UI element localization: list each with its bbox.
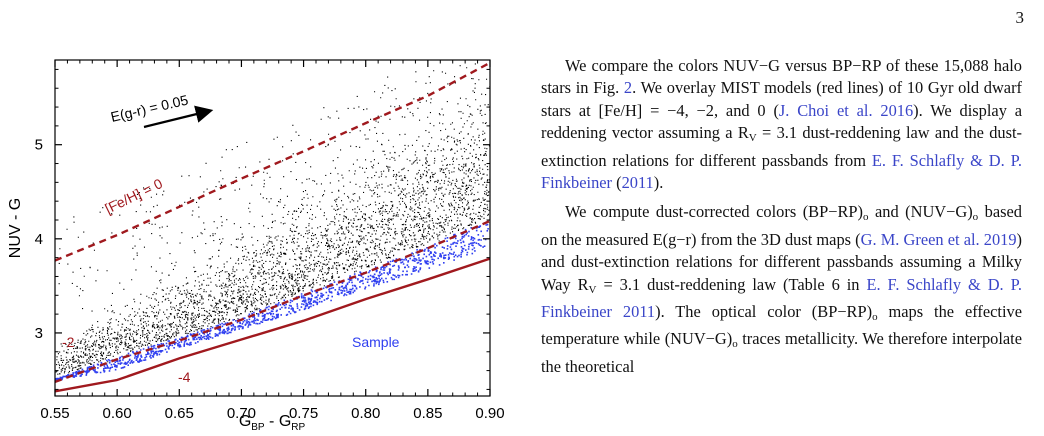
citation-link-schlafly[interactable]: E. F. Schlafly & D. P. Finkbeiner	[541, 150, 1022, 193]
model-curve-2	[55, 257, 490, 393]
paragraph-2: We compute dust-corrected colors (BP−RP)…	[541, 202, 1023, 376]
x-tick-label: 0.80	[351, 405, 380, 422]
axis-ticks: 0.55 0.60 0.65 0.70 0.75 0.80 0.85 0.90 3 4 5	[35, 60, 505, 422]
figure-link[interactable]: 2	[623, 78, 633, 98]
plot-frame	[54, 59, 491, 397]
model-curve-1	[55, 219, 490, 384]
citation-link-schlafly-2[interactable]: E. F. Schlafly & D. P. Finkbeiner 2011	[541, 274, 1022, 322]
citation-link-green[interactable]: G. M. Green et al. 2019	[860, 229, 1017, 249]
curve-label-minus-2: -2	[62, 334, 75, 350]
y-axis-label: NUV - G	[7, 198, 24, 258]
x-tick-label: 0.65	[165, 405, 194, 422]
y-tick-label: 4	[35, 231, 43, 248]
sample-star-dots	[55, 223, 489, 382]
page-number: 3	[1015, 8, 1025, 27]
reddening-vector-label: E(g-r) = 0.05	[109, 92, 190, 125]
sample-points	[55, 223, 489, 382]
x-tick-label: 0.90	[475, 405, 504, 422]
figure-color-color-diagram: 0.55 0.60 0.65 0.70 0.75 0.80 0.85 0.90 3 4 5 NUV …	[0, 0, 520, 433]
x-tick-label: 0.60	[103, 405, 132, 422]
x-tick-label: 0.70	[227, 405, 256, 422]
x-axis-label: GBP - GRP	[239, 413, 306, 431]
paragraph-1: We compare the colors NUV−G versus BP−RP…	[541, 56, 1023, 193]
citation-link-choi[interactable]: J. Choi et al. 2016	[778, 100, 914, 120]
curve-label-feh-0: [Fe/H] = 0	[102, 175, 165, 217]
x-tick-label: 0.55	[40, 405, 69, 422]
model-curve-0	[55, 61, 490, 262]
sample-label: Sample	[352, 334, 400, 350]
mist-model-curves	[55, 61, 490, 393]
curve-label-minus-4: -4	[178, 369, 191, 385]
scatter-chart: 0.55 0.60 0.65 0.70 0.75 0.80 0.85 0.90 3 4 5 NUV …	[7, 59, 505, 433]
citation-link-schlafly-year[interactable]: 2011	[621, 173, 654, 193]
x-tick-label: 0.75	[289, 405, 318, 422]
reddening-vector-arrow	[143, 105, 214, 129]
body-text-column: We compare the colors NUV−G versus BP−RP…	[541, 55, 1022, 378]
y-tick-label: 3	[35, 325, 43, 342]
x-tick-label: 0.85	[413, 405, 442, 422]
y-tick-label: 5	[35, 137, 43, 154]
